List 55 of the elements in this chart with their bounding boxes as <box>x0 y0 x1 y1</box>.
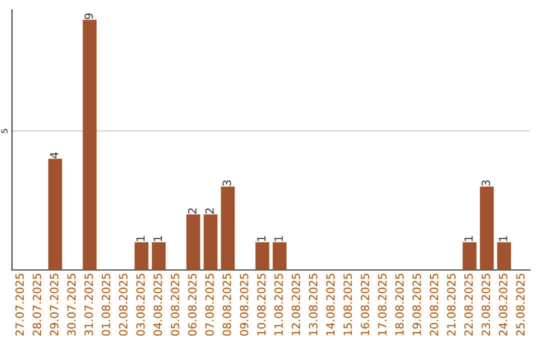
bar <box>220 186 235 270</box>
x-tick-label: 12.08.2025 <box>292 274 300 336</box>
x-tick-label: 29.07.2025 <box>50 274 58 336</box>
bar <box>48 158 62 270</box>
x-tick-label: 31.07.2025 <box>84 274 93 336</box>
x-tick-label: 27.07.2025 <box>15 274 24 336</box>
x-tick-label: 25.08.2025 <box>516 274 525 336</box>
x-tick-label: 10.08.2025 <box>257 274 266 336</box>
data-label: 3 <box>222 180 232 186</box>
y-tick-label: 5 <box>1 129 8 133</box>
x-tick-label: 21.08.2025 <box>447 274 456 336</box>
bar <box>204 214 218 270</box>
bar <box>186 214 200 270</box>
x-tick-label: 02.08.2025 <box>119 274 128 336</box>
bar <box>497 242 512 270</box>
x-tick-label: 17.08.2025 <box>378 274 386 336</box>
data-label: 2 <box>205 208 214 214</box>
x-tick-label: 30.07.2025 <box>67 274 76 336</box>
bar <box>152 242 166 270</box>
data-label: 1 <box>136 236 145 241</box>
bar <box>82 20 97 270</box>
bar <box>272 242 287 270</box>
data-label: 1 <box>154 236 162 241</box>
x-tick-label: 19.08.2025 <box>412 274 421 336</box>
data-label: 1 <box>499 236 508 241</box>
x-tick-label: 13.08.2025 <box>308 274 318 336</box>
data-label: 1 <box>257 236 266 241</box>
data-label: 1 <box>464 236 473 241</box>
data-label: 4 <box>50 152 58 158</box>
x-tick-label: 03.08.2025 <box>136 274 145 336</box>
x-tick-label: 01.08.2025 <box>102 274 110 336</box>
bar <box>255 242 270 270</box>
bar <box>462 242 476 270</box>
x-tick-label: 06.08.2025 <box>188 274 197 336</box>
x-tick-label: 05.08.2025 <box>170 274 180 336</box>
x-tick-label: 14.08.2025 <box>326 274 335 336</box>
x-tick-label: 28.07.2025 <box>32 274 42 336</box>
x-tick-label: 08.08.2025 <box>222 274 232 336</box>
data-label: 1 <box>274 236 283 241</box>
x-tick-label: 22.08.2025 <box>464 274 473 336</box>
x-tick-label: 16.08.2025 <box>360 274 370 336</box>
x-tick-label: 15.08.2025 <box>344 274 352 336</box>
bar <box>134 242 148 270</box>
x-tick-label: 18.08.2025 <box>395 274 404 336</box>
x-tick-label: 24.08.2025 <box>498 274 508 336</box>
x-tick-label: 07.08.2025 <box>205 274 214 336</box>
data-label: 3 <box>482 180 490 186</box>
x-tick-label: 20.08.2025 <box>430 274 438 336</box>
x-tick-label: 09.08.2025 <box>240 274 248 336</box>
x-tick-label: 11.08.2025 <box>274 274 283 336</box>
bar <box>480 186 494 270</box>
data-label: 9 <box>84 13 93 20</box>
data-label: 2 <box>188 208 196 214</box>
x-tick-label: 23.08.2025 <box>482 274 490 336</box>
x-tick-label: 04.08.2025 <box>154 274 162 336</box>
